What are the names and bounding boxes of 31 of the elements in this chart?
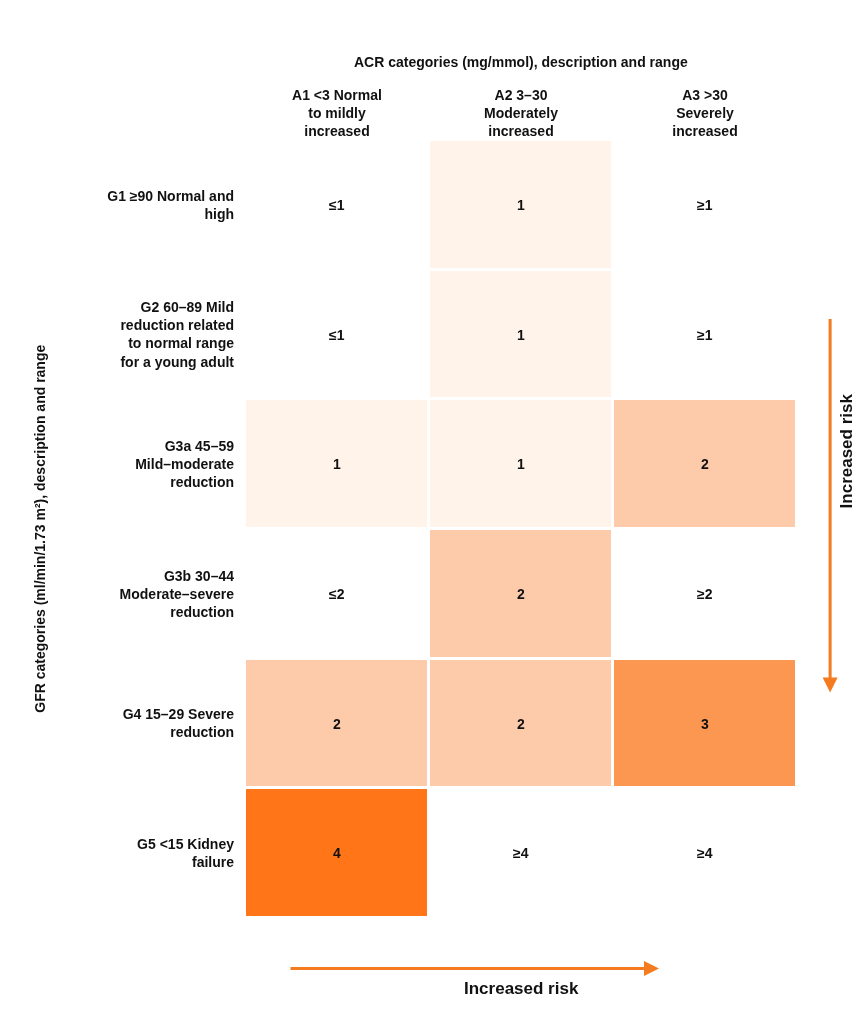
- data-label: 1: [517, 327, 525, 343]
- text: ≤2: [329, 586, 345, 602]
- data-label: 1: [517, 456, 525, 472]
- text: ≤1: [329, 327, 345, 343]
- data-label: 2: [333, 716, 341, 732]
- text: ≤1: [329, 197, 345, 213]
- y-tick-label: G2 60–89 Mild reduction related to normal range for a young adult: [120, 299, 235, 370]
- x-tick-label: A2 3–30 Moderately increased: [484, 86, 559, 140]
- text: ≥1: [697, 327, 713, 343]
- data-label: 2: [517, 716, 525, 732]
- data-label: 4: [333, 845, 341, 861]
- y-tick-label: G1 ≥90 Normal and high: [107, 187, 234, 222]
- text: ≥4: [513, 845, 529, 861]
- x-tick-label: A1 <3 Normal to mildly increased: [292, 86, 382, 140]
- y-tick-label: G3a 45–59 Mild–moderate reduction: [135, 437, 235, 491]
- x-tick-label: A3 >30 Severely increased: [672, 86, 738, 140]
- y-axis-title: GFR categories (ml/min/1.73 m²), description and range: [31, 344, 48, 713]
- data-label: 2: [701, 456, 709, 472]
- x-axis-title: ACR categories (mg/mmol), description and range: [354, 54, 688, 70]
- data-label: 2: [517, 586, 525, 602]
- text: ≥4: [697, 845, 713, 861]
- data-label: 3: [701, 716, 709, 732]
- text: Increased risk: [464, 979, 579, 998]
- y-tick-label: G3b 30–44 Moderate–severe reduction: [119, 567, 235, 620]
- y-tick-label: G5 <15 Kidney failure: [137, 835, 235, 871]
- text: ≥1: [697, 197, 713, 213]
- text: ≥2: [697, 586, 713, 602]
- data-label: 1: [517, 197, 525, 213]
- text: Increased risk: [837, 393, 857, 509]
- data-label: 1: [333, 456, 341, 472]
- y-tick-label: G4 15–29 Severe reduction: [122, 706, 235, 741]
